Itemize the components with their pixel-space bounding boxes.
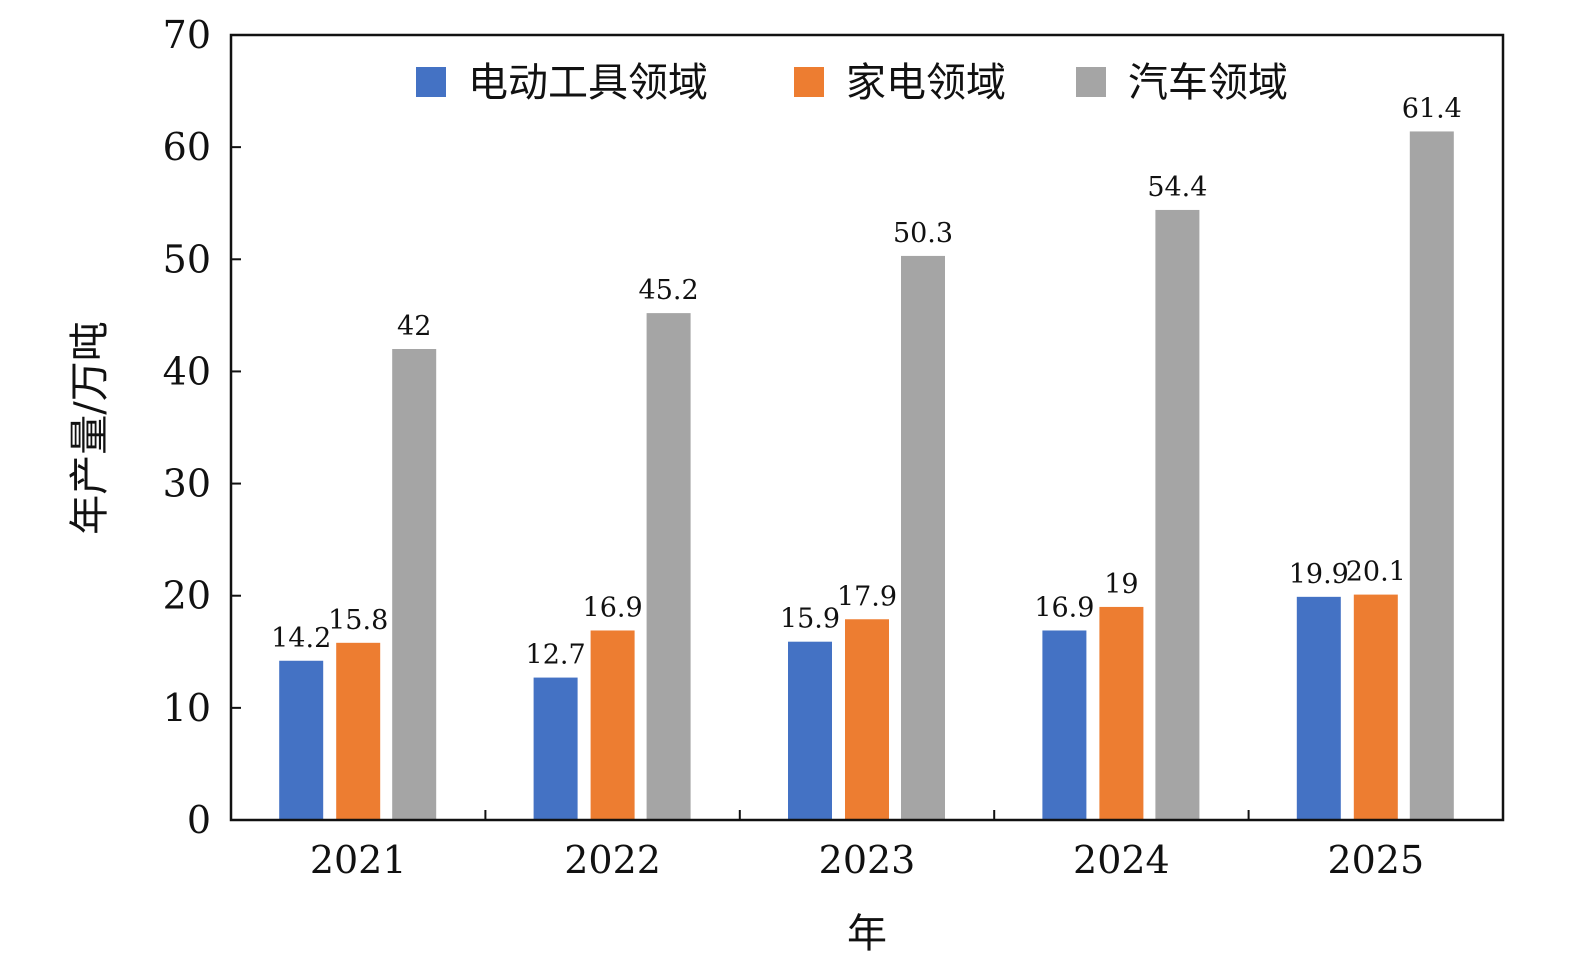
- data-label: 19.9: [1289, 559, 1349, 590]
- y-tick-label: 40: [163, 349, 211, 393]
- bar-2021-series-2: [392, 349, 437, 820]
- data-label: 17.9: [837, 581, 897, 612]
- y-tick-label: 60: [163, 125, 211, 169]
- y-tick-label: 10: [163, 686, 211, 730]
- data-label: 16.9: [1034, 592, 1094, 623]
- bar-2022-series-0: [533, 677, 578, 820]
- y-tick-label: 20: [163, 574, 211, 618]
- bar-2024-series-1: [1099, 606, 1144, 820]
- plot-frame: [229, 33, 1505, 822]
- legend-label: 家电领域: [846, 60, 1006, 106]
- bar-2021-series-1: [336, 642, 381, 820]
- y-tick-label: 0: [187, 798, 211, 842]
- bar-2021-series-0: [279, 660, 324, 820]
- bar-2024-series-0: [1042, 630, 1087, 820]
- bar-2025-series-0: [1296, 596, 1341, 820]
- legend-swatch: [1076, 67, 1106, 97]
- x-tick-label: 2021: [310, 838, 407, 882]
- data-label: 15.8: [328, 605, 388, 636]
- y-tick-label: 30: [163, 462, 211, 506]
- legend-label: 电动工具领域: [468, 60, 708, 106]
- bar-2025-series-1: [1353, 594, 1398, 820]
- legend-label: 汽车领域: [1128, 60, 1288, 106]
- x-tick-label: 2022: [564, 838, 661, 882]
- data-label: 42: [397, 311, 431, 342]
- bar-2022-series-1: [590, 630, 635, 820]
- data-label: 12.7: [526, 640, 586, 671]
- bar-2023-series-1: [845, 619, 889, 820]
- bar-2023-series-2: [901, 255, 945, 820]
- x-tick-label: 2023: [819, 838, 916, 882]
- x-tick-label: 2025: [1327, 838, 1424, 882]
- data-label: 14.2: [271, 623, 331, 654]
- data-label: 54.4: [1147, 172, 1207, 203]
- bar-2022-series-2: [646, 313, 691, 820]
- data-label: 50.3: [893, 218, 953, 249]
- data-label: 19: [1104, 569, 1138, 600]
- legend-swatch: [416, 67, 446, 97]
- legend-swatch: [794, 67, 824, 97]
- y-axis-title: 年产量/万吨: [67, 321, 113, 534]
- x-axis-title: 年: [847, 911, 887, 957]
- bar-2025-series-2: [1409, 131, 1454, 820]
- bar-2024-series-2: [1155, 209, 1200, 820]
- bar-2023-series-0: [788, 641, 832, 820]
- x-tick-label: 2024: [1073, 838, 1170, 882]
- data-label: 15.9: [780, 604, 840, 635]
- data-label: 20.1: [1346, 557, 1406, 588]
- data-label: 16.9: [583, 592, 643, 623]
- y-tick-label: 50: [163, 237, 211, 281]
- data-label: 45.2: [639, 275, 699, 306]
- data-label: 61.4: [1402, 93, 1462, 124]
- y-tick-label: 70: [163, 13, 211, 57]
